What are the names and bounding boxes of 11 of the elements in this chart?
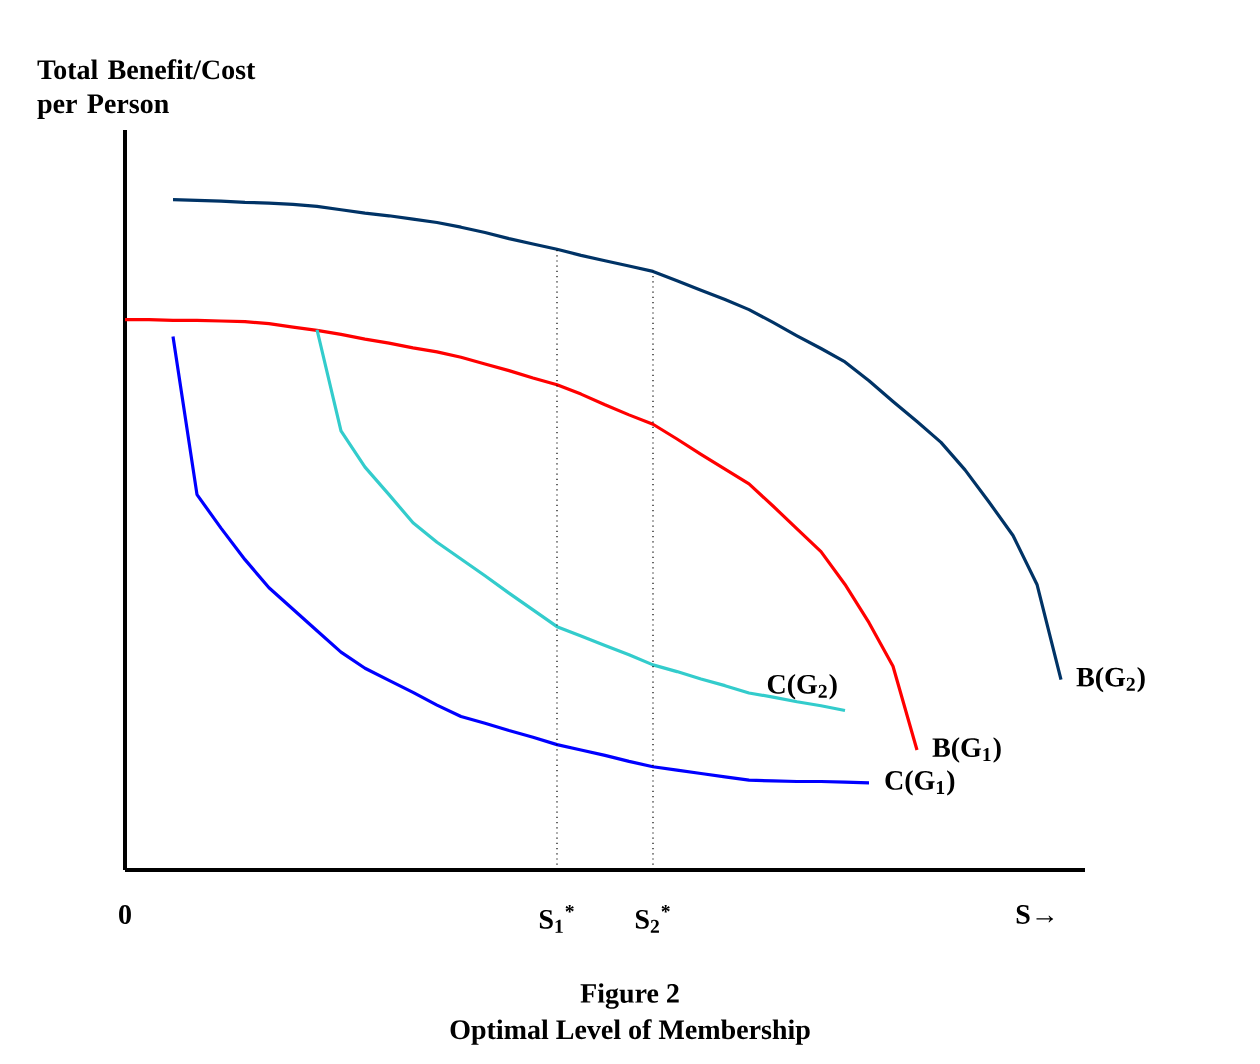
series-label: B(G$_{1}$) (932, 737, 1001, 763)
series-label: B(G$_{2}$) (1076, 666, 1145, 693)
x-tick-label: S$_{2}$* (635, 905, 670, 933)
text: Optimal Level of Membership (450, 1019, 810, 1045)
series-label: C(G$_{1}$) (885, 770, 955, 796)
series-label: C(G$_{2}$) (767, 673, 837, 700)
text: Figure 2 (580, 983, 679, 1009)
y-axis-title: Total Benefit/Cost per Person (37, 59, 256, 119)
x-tick-label: S$_{1}$* (539, 905, 574, 933)
x-tick-label: 0 (119, 905, 131, 924)
x-tick-label: S→ (1016, 905, 1054, 924)
